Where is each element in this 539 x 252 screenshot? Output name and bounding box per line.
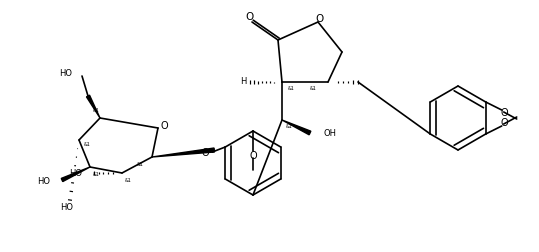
Text: HO: HO <box>59 69 72 78</box>
Polygon shape <box>86 95 100 118</box>
Polygon shape <box>61 167 90 182</box>
Text: O: O <box>501 118 508 128</box>
Text: O: O <box>202 148 209 158</box>
Text: HO: HO <box>37 177 50 186</box>
Text: &1: &1 <box>125 178 132 183</box>
Text: &1: &1 <box>286 124 293 130</box>
Polygon shape <box>152 148 215 157</box>
Text: H: H <box>240 78 246 86</box>
Text: &1: &1 <box>136 163 143 168</box>
Text: &1: &1 <box>93 173 99 177</box>
Text: HO: HO <box>69 169 82 177</box>
Polygon shape <box>282 120 311 135</box>
Text: &1: &1 <box>84 142 91 147</box>
Text: OH: OH <box>323 130 336 139</box>
Text: &1: &1 <box>93 108 99 112</box>
Text: O: O <box>249 151 257 161</box>
Text: HO: HO <box>60 204 73 212</box>
Text: O: O <box>315 14 323 24</box>
Text: &1: &1 <box>288 85 294 90</box>
Text: O: O <box>246 12 254 22</box>
Text: O: O <box>501 108 508 118</box>
Text: O: O <box>160 121 168 131</box>
Text: &1: &1 <box>309 85 316 90</box>
